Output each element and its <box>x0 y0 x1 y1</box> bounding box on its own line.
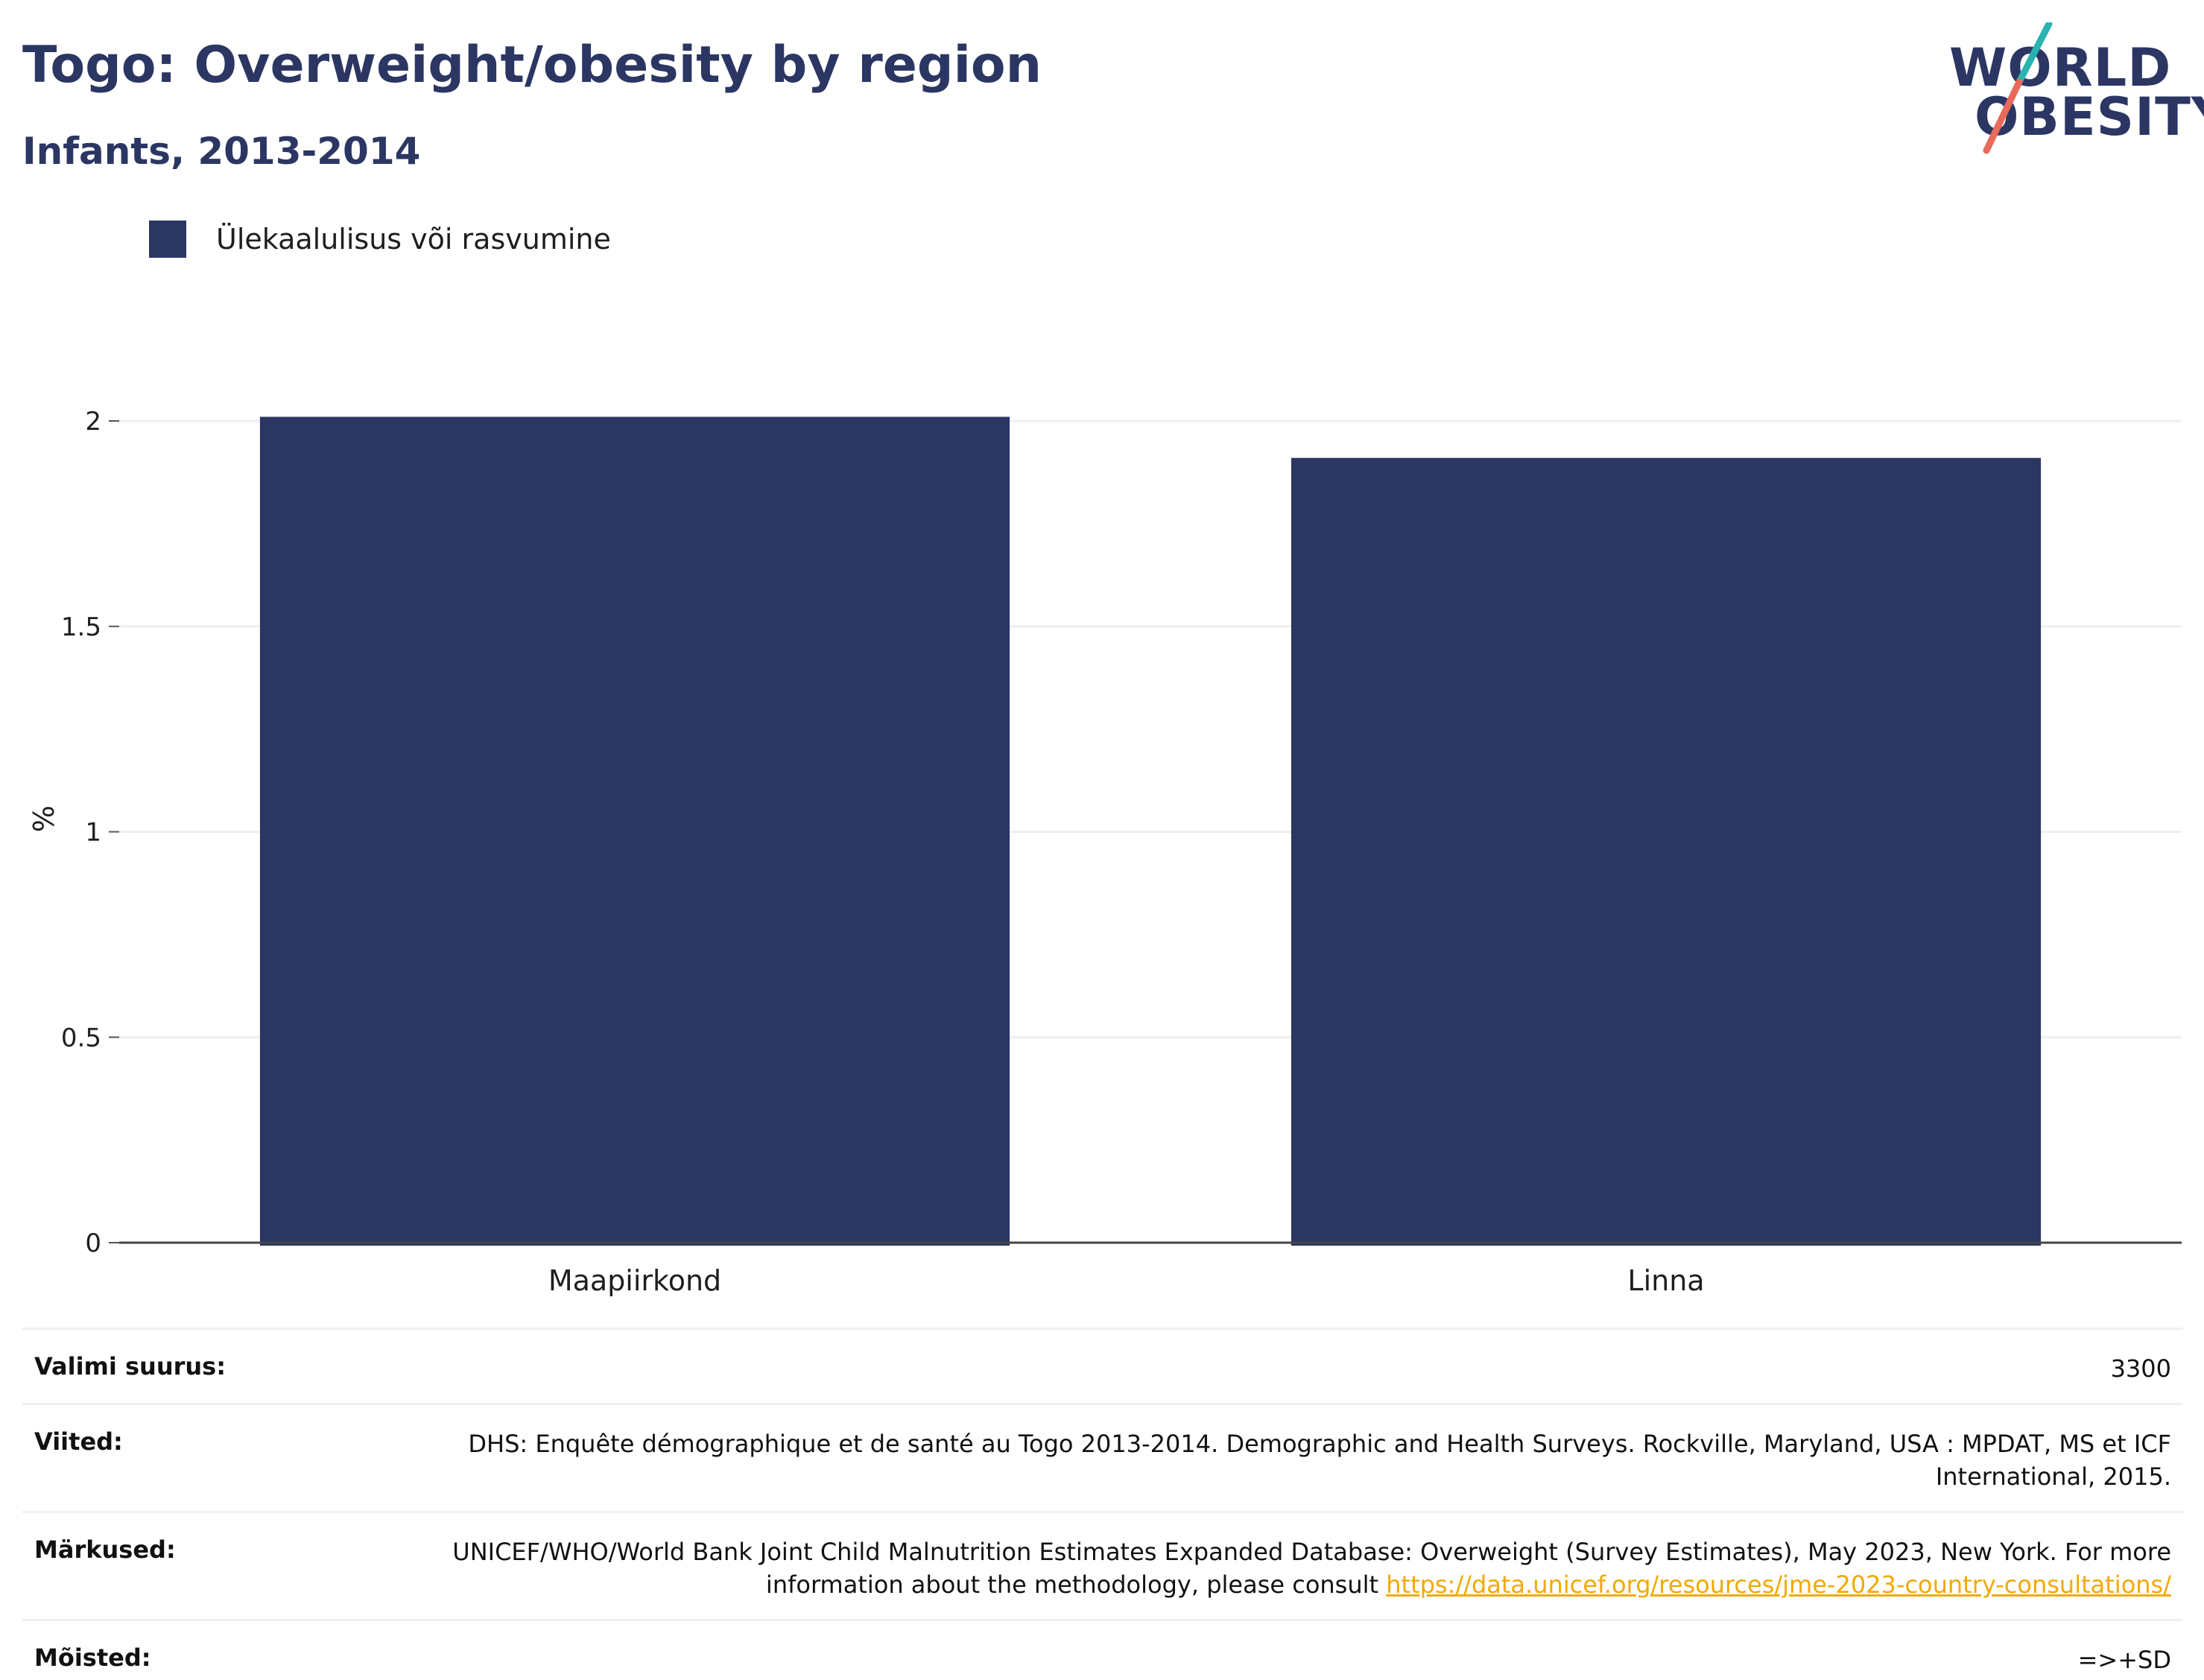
y-axis-label: % <box>28 805 60 832</box>
info-row-sample-size: Valimi suurus: 3300 <box>22 1328 2183 1403</box>
legend-label: Ülekaalulisus või rasvumine <box>216 223 611 256</box>
info-key-notes: Märkused: <box>34 1535 176 1564</box>
y-tick-label: 0 <box>85 1229 101 1258</box>
y-tick-label: 1 <box>85 818 101 848</box>
x-tick-label: Maapiirkond <box>548 1264 721 1297</box>
x-tick-label: Linna <box>1627 1264 1704 1297</box>
info-key-sample-size: Valimi suurus: <box>34 1352 227 1381</box>
info-value-notes: UNICEF/WHO/World Bank Joint Child Malnut… <box>452 1535 2171 1601</box>
info-table: Valimi suurus: 3300 Viited: DHS: Enquête… <box>22 1328 2183 1680</box>
y-tick-label: 0.5 <box>61 1023 101 1053</box>
y-tick-label: 1.5 <box>61 612 101 642</box>
info-row-notes: Märkused: UNICEF/WHO/World Bank Joint Ch… <box>22 1511 2183 1619</box>
info-row-definitions: Mõisted: =>+SD <box>22 1619 2183 1680</box>
info-key-references: Viited: <box>34 1427 123 1456</box>
info-key-definitions: Mõisted: <box>34 1643 151 1672</box>
legend-swatch <box>149 221 186 258</box>
methodology-link[interactable]: https://data.unicef.org/resources/jme-20… <box>1386 1570 2171 1599</box>
logo-text-line1: WORLD <box>1949 37 2172 98</box>
info-value-sample-size: 3300 <box>2110 1354 2171 1383</box>
logo-slash-icon <box>1983 22 2053 154</box>
bar <box>1291 457 2042 1246</box>
world-obesity-logo: WORLD OBESITY <box>1937 22 2204 156</box>
info-value-definitions: =>+SD <box>2077 1646 2171 1674</box>
info-row-references: Viited: DHS: Enquête démographique et de… <box>22 1403 2183 1511</box>
chart-legend: Ülekaalulisus või rasvumine <box>149 220 611 259</box>
info-value-references: DHS: Enquête démographique et de santé a… <box>468 1430 2171 1491</box>
notes-text: UNICEF/WHO/World Bank Joint Child Malnut… <box>452 1538 2171 1599</box>
page-title: Togo: Overweight/obesity by region <box>22 36 1042 95</box>
bar <box>259 416 1010 1246</box>
page-subtitle: Infants, 2013-2014 <box>22 130 421 173</box>
y-tick-label: 2 <box>85 407 101 437</box>
